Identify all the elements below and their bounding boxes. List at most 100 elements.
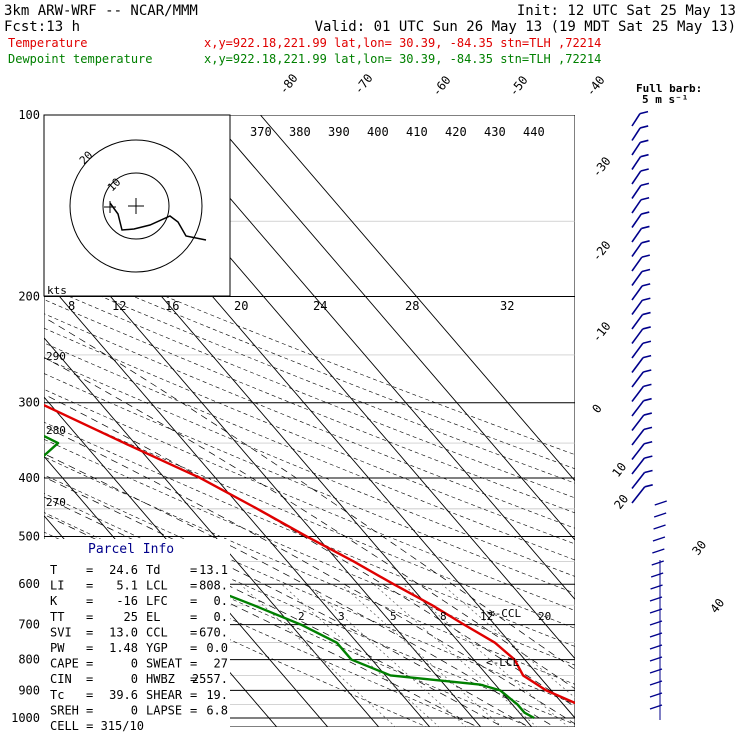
- wind-barb-flag: [642, 311, 651, 316]
- isotherm-label: -40: [583, 73, 607, 99]
- wind-barb-flag: [641, 225, 650, 230]
- parcel-eq: =: [86, 594, 93, 608]
- dry-adiabat-line: [44, 258, 575, 470]
- wind-barb: [651, 560, 664, 566]
- parcel-eq: =: [86, 688, 93, 702]
- barb-key-title: Full barb:: [636, 82, 702, 95]
- mixing-ratio-line: [340, 583, 503, 727]
- wind-barb: [654, 500, 667, 506]
- moist-adiabat-line: [44, 393, 575, 708]
- parcel-eq: =: [190, 688, 197, 702]
- mixing-ratio-line: [306, 583, 467, 727]
- lcl-marker: <-LCL: [486, 656, 519, 669]
- wind-barb: [631, 285, 643, 301]
- mixing-ratio-label: 20: [234, 299, 248, 313]
- theta-label: 370: [250, 125, 272, 139]
- theta-left-label: 270: [46, 496, 66, 509]
- parcel-key: SWEAT: [146, 657, 182, 671]
- wind-barb: [631, 486, 646, 504]
- pressure-label: 1000: [11, 711, 40, 725]
- isotherm-line: [44, 277, 431, 727]
- isotherm-label: -20: [589, 238, 613, 264]
- isotherm-label: -60: [429, 73, 453, 99]
- parcel-key: Td: [146, 563, 160, 577]
- moist-adiabat-line: [44, 453, 555, 727]
- temperature-trace: [44, 403, 575, 705]
- wind-barb: [631, 113, 641, 127]
- parcel-eq: =: [86, 579, 93, 593]
- parcel-eq: =: [190, 563, 197, 577]
- parcel-eq: =: [86, 625, 93, 639]
- pressure-label: 600: [18, 577, 40, 591]
- parcel-value: -16: [116, 594, 138, 608]
- wind-barb: [631, 400, 645, 417]
- wind-barb-flag: [640, 168, 649, 172]
- theta-label: 420: [445, 125, 467, 139]
- parcel-value: 13.0: [109, 625, 138, 639]
- theta-label: 400: [367, 125, 389, 139]
- isotherm-line: [44, 218, 482, 727]
- wind-barb-flag: [642, 340, 652, 345]
- isotherm-line: [158, 115, 575, 601]
- wind-barb-flag: [643, 426, 653, 431]
- theta-label: 430: [484, 125, 506, 139]
- parcel-key: Tc: [50, 688, 64, 702]
- wind-barb: [650, 572, 664, 578]
- parcel-value: 25: [124, 610, 138, 624]
- parcel-value: 24.6: [109, 563, 138, 577]
- mixing-ratio-label: 24: [313, 299, 327, 313]
- legend-dewpoint-label: Dewpoint temperature: [8, 52, 153, 66]
- mixing-ratio-label: 28: [405, 299, 419, 313]
- legend-dewpoint-info: x,y=922.18,221.99 lat,lon= 30.39, -84.35…: [204, 52, 601, 66]
- wind-barb-flag: [640, 196, 650, 201]
- parcel-eq: =: [86, 563, 93, 577]
- parcel-key: LI: [50, 579, 64, 593]
- isotherm-label: -30: [589, 154, 613, 180]
- isotherm-label: -70: [351, 71, 375, 97]
- parcel-eq: =: [86, 641, 93, 655]
- isotherm-label: -50: [506, 73, 530, 99]
- wind-barb-flag: [641, 240, 650, 244]
- wind-barb: [631, 141, 642, 156]
- wind-barb-flag: [641, 268, 651, 273]
- wind-barb-flag: [644, 455, 653, 459]
- parcel-value: 0.0: [206, 641, 228, 655]
- dry-adiabat-line: [44, 421, 575, 647]
- wind-barb-flag: [639, 110, 649, 115]
- wind-barb-flag: [641, 211, 650, 215]
- wind-barb: [631, 156, 642, 170]
- wind-barb: [631, 227, 643, 243]
- parcel-value: 2557.: [192, 672, 228, 686]
- isotherm-line: [44, 396, 329, 727]
- wind-barb: [631, 271, 643, 286]
- pressure-label: 800: [18, 653, 40, 667]
- fcst-value: 13 h: [46, 19, 80, 35]
- dry-adiabat-line: [44, 456, 575, 685]
- barb-key-units: 5 m s⁻¹: [642, 93, 688, 106]
- theta-left-label: 290: [46, 350, 66, 363]
- theta-label: 380: [289, 125, 311, 139]
- wind-barb-flag: [639, 125, 649, 129]
- model-title: 3km ARW-WRF -- NCAR/MMM: [4, 3, 198, 19]
- parcel-value: 808.: [199, 579, 228, 593]
- isotherm-label: -10: [589, 319, 613, 345]
- wind-barb-flag: [644, 469, 653, 474]
- parcel-eq: =: [190, 579, 197, 593]
- wind-barb-flag: [643, 440, 653, 445]
- pressure-label: 400: [18, 471, 40, 485]
- wind-barb: [631, 443, 645, 460]
- parcel-value: 6.8: [206, 703, 228, 717]
- parcel-eq: =: [190, 672, 197, 686]
- mixing-ratio-low-label: 8: [440, 610, 447, 623]
- init-time: Init: 12 UTC Sat 25 May 13: [517, 3, 736, 19]
- parcel-key: EL: [146, 610, 160, 624]
- wind-barb: [631, 428, 645, 446]
- isotherm-label: 40: [707, 596, 727, 616]
- pressure-label: 300: [18, 396, 40, 410]
- wind-barb: [631, 314, 644, 330]
- wind-barb-flag: [644, 484, 653, 488]
- dry-adiabat-line: [44, 299, 575, 514]
- parcel-value: 39.6: [109, 688, 138, 702]
